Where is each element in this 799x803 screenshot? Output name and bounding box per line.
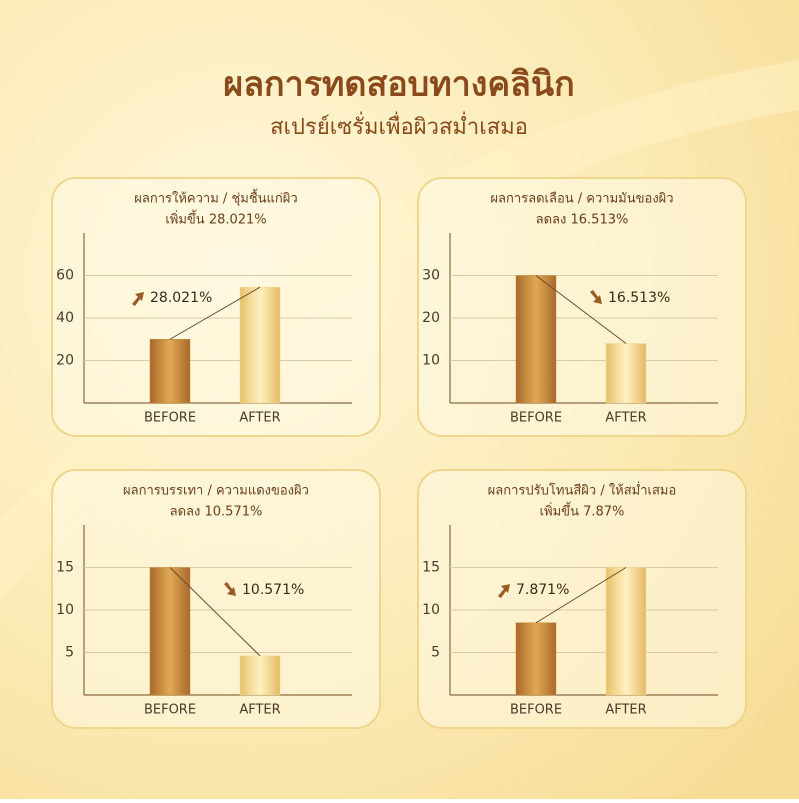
- x-tick-label: BEFORE: [144, 411, 196, 426]
- trend-arrow: [498, 584, 510, 598]
- x-tick-label: AFTER: [239, 703, 280, 718]
- y-tick-label: 20: [422, 310, 440, 326]
- chart-subtitle: ลดลง 16.513%: [536, 213, 629, 228]
- chart-subtitle: เพิ่มขึ้น 7.87%: [540, 502, 625, 520]
- y-tick-label: 5: [431, 645, 440, 661]
- chart-title: ผลการบรรเทา / ความแดงของผิว: [123, 484, 309, 499]
- bar: [239, 286, 281, 404]
- chart-title: ผลการลดเลือน / ความมันของผิว: [490, 191, 673, 207]
- x-tick-label: AFTER: [605, 411, 646, 426]
- x-tick-label: BEFORE: [510, 411, 562, 426]
- y-tick-label: 60: [56, 268, 74, 284]
- connector: [169, 567, 261, 657]
- x-tick-label: AFTER: [239, 411, 280, 426]
- annotation: 10.571%: [242, 582, 304, 598]
- y-tick-label: 5: [65, 645, 74, 661]
- chart-subtitle: ลดลง 10.571%: [170, 505, 263, 520]
- annotation: 7.871%: [516, 582, 569, 598]
- page-subtitle: สเปรย์เซรั่มเพื่อผิวสม่ำเสมอ: [270, 111, 528, 140]
- bar: [515, 275, 557, 404]
- y-tick-label: 15: [422, 560, 440, 576]
- bar: [239, 655, 281, 696]
- annotation: 28.021%: [150, 290, 212, 306]
- chart-title: ผลการปรับโทนสีผิว / ให้สม่ำเสมอ: [488, 482, 677, 499]
- bar: [149, 567, 191, 696]
- y-tick-label: 10: [422, 602, 440, 618]
- connector: [169, 286, 261, 340]
- card: [417, 469, 747, 729]
- swoosh: [0, 60, 799, 600]
- chart-title: ผลการให้ความ / ชุ่มชื้นแก่ผิว: [134, 189, 297, 207]
- x-tick-label: BEFORE: [144, 703, 196, 718]
- trend-arrow: [132, 292, 144, 306]
- y-tick-label: 30: [422, 268, 440, 284]
- card: [51, 469, 381, 729]
- y-tick-label: 10: [56, 602, 74, 618]
- connector: [535, 275, 627, 344]
- chart-subtitle: เพิ่มขึ้น 28.021%: [165, 210, 266, 228]
- bar: [515, 622, 557, 696]
- y-tick-label: 15: [56, 560, 74, 576]
- card: [417, 177, 747, 437]
- bar: [605, 567, 647, 696]
- bar: [149, 339, 191, 404]
- annotation: 16.513%: [608, 290, 670, 306]
- y-tick-label: 10: [422, 353, 440, 369]
- trend-arrow: [224, 582, 236, 596]
- y-tick-label: 40: [56, 310, 74, 326]
- page-title: ผลการทดสอบทางคลินิก: [223, 65, 574, 105]
- trend-arrow: [590, 290, 602, 304]
- x-tick-label: AFTER: [605, 703, 646, 718]
- x-tick-label: BEFORE: [510, 703, 562, 718]
- bar: [605, 343, 647, 404]
- connector: [535, 567, 627, 624]
- y-tick-label: 20: [56, 353, 74, 369]
- card: [51, 177, 381, 437]
